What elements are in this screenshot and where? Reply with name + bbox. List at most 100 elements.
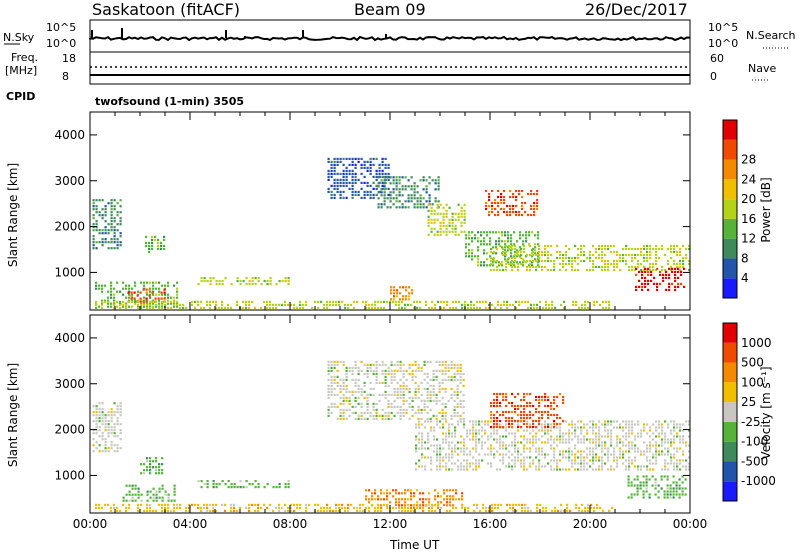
power-cell bbox=[522, 243, 525, 246]
velocity-cell bbox=[451, 450, 454, 453]
velocity-cell bbox=[158, 472, 161, 475]
velocity-cell bbox=[481, 426, 484, 429]
velocity-cell bbox=[538, 459, 541, 462]
power-cell bbox=[369, 196, 372, 199]
power-cell bbox=[521, 201, 524, 205]
velocity-cell bbox=[673, 462, 676, 465]
velocity-cell bbox=[485, 509, 488, 512]
power-cell bbox=[128, 287, 131, 290]
velocity-cell bbox=[347, 509, 350, 512]
velocity-cell bbox=[652, 444, 655, 447]
power-cell bbox=[488, 213, 491, 217]
power-cell bbox=[425, 206, 428, 209]
velocity-cell bbox=[622, 435, 625, 438]
velocity-cell bbox=[375, 363, 378, 366]
velocity-cell bbox=[494, 503, 497, 506]
power-cell bbox=[483, 240, 486, 243]
power-cell bbox=[236, 280, 239, 283]
velocity-cell bbox=[568, 435, 571, 438]
velocity-cell bbox=[380, 492, 383, 495]
power-cell bbox=[269, 303, 272, 306]
power-cell bbox=[336, 160, 339, 163]
velocity-cell bbox=[399, 405, 402, 408]
velocity-cell bbox=[416, 501, 419, 504]
velocity-cell bbox=[402, 390, 405, 393]
velocity-cell bbox=[472, 462, 475, 465]
velocity-cell bbox=[164, 506, 167, 509]
velocity-cell bbox=[457, 447, 460, 450]
velocity-cell bbox=[679, 447, 682, 450]
power-cell bbox=[613, 268, 616, 272]
velocity-cell bbox=[529, 413, 532, 417]
power-cell bbox=[520, 250, 523, 254]
velocity-cell bbox=[342, 381, 345, 384]
velocity-cell bbox=[646, 423, 649, 426]
power-cell bbox=[342, 181, 345, 184]
velocity-cell bbox=[101, 408, 104, 411]
velocity-cell bbox=[592, 459, 595, 462]
velocity-cell bbox=[616, 438, 619, 441]
velocity-cell bbox=[248, 483, 251, 486]
velocity-cell bbox=[441, 381, 444, 384]
power-cell bbox=[668, 267, 671, 270]
velocity-cell bbox=[419, 504, 422, 507]
power-cell bbox=[104, 238, 107, 241]
velocity-cell bbox=[499, 419, 502, 423]
power-cell bbox=[650, 273, 653, 276]
velocity-cell bbox=[435, 360, 438, 363]
power-cell bbox=[668, 276, 671, 279]
velocity-cell bbox=[338, 506, 341, 509]
power-cell bbox=[531, 261, 534, 264]
power-cell bbox=[519, 255, 522, 258]
velocity-cell bbox=[574, 423, 577, 426]
velocity-cell bbox=[610, 468, 613, 471]
velocity-cell bbox=[490, 404, 493, 408]
velocity-cell bbox=[589, 465, 592, 468]
velocity-cell bbox=[230, 483, 233, 486]
velocity-cell bbox=[449, 501, 452, 504]
velocity-cell bbox=[462, 384, 465, 387]
power-cell bbox=[503, 201, 506, 205]
power-cell bbox=[538, 253, 541, 257]
power-cell bbox=[206, 300, 209, 303]
power-cell bbox=[92, 202, 95, 205]
power-cell bbox=[508, 262, 511, 266]
power-cell bbox=[104, 300, 107, 303]
power-cell bbox=[463, 230, 466, 233]
velocity-cell bbox=[550, 404, 553, 408]
velocity-cell bbox=[496, 438, 499, 441]
power-cell bbox=[377, 185, 380, 188]
velocity-cell bbox=[601, 423, 604, 426]
power-cell bbox=[548, 306, 551, 309]
velocity-cell bbox=[432, 393, 435, 396]
power-cell bbox=[407, 194, 410, 197]
velocity-cell bbox=[402, 381, 405, 384]
power-cell bbox=[685, 256, 688, 260]
power-cell bbox=[375, 169, 378, 172]
power-cell bbox=[330, 166, 333, 169]
velocity-cell bbox=[559, 435, 562, 438]
power-cell bbox=[380, 188, 383, 191]
power-cell bbox=[395, 176, 398, 179]
power-cell bbox=[574, 268, 577, 272]
velocity-cell bbox=[577, 462, 580, 465]
velocity-cell bbox=[532, 413, 535, 417]
power-cell bbox=[489, 264, 492, 267]
velocity-cell bbox=[423, 402, 426, 405]
velocity-cell bbox=[429, 408, 432, 411]
power-cell bbox=[302, 303, 305, 306]
power-cell bbox=[509, 210, 512, 214]
power-cell bbox=[197, 300, 200, 303]
velocity-cell bbox=[642, 481, 645, 484]
velocity-cell bbox=[152, 499, 155, 502]
velocity-cell bbox=[421, 438, 424, 441]
velocity-cell bbox=[104, 450, 107, 453]
power-cell bbox=[431, 203, 434, 206]
power-cell bbox=[101, 232, 104, 235]
velocity-cell bbox=[508, 465, 511, 468]
power-cell bbox=[547, 256, 550, 260]
velocity-cell bbox=[239, 506, 242, 509]
power-cell bbox=[495, 252, 498, 255]
velocity-cell bbox=[574, 429, 577, 432]
velocity-cell bbox=[405, 387, 408, 390]
